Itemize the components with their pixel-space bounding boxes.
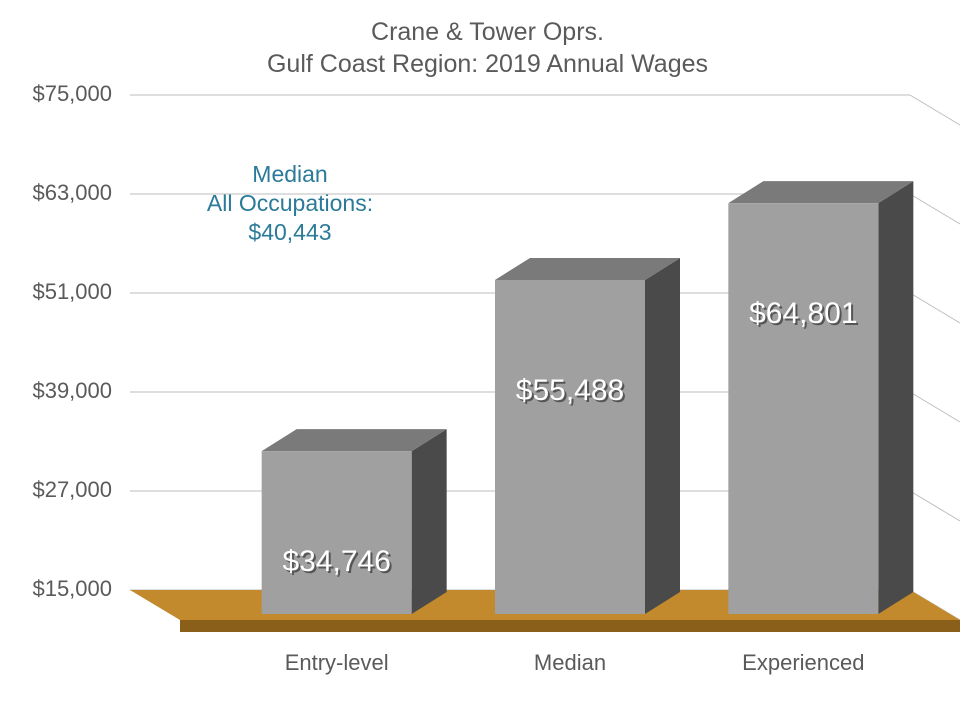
bar-value-label: $64,801 (749, 297, 857, 330)
x-axis-label: Experienced (742, 650, 864, 675)
bar-value-label: $34,746 (282, 545, 390, 578)
bar: $55,488$55,488 (495, 258, 680, 614)
x-axis-label: Median (534, 650, 606, 675)
bar: $34,746$34,746 (262, 429, 447, 614)
plot-area: $34,746$34,746 Entry-level $55,488$55,488 M… (0, 0, 975, 705)
bar: $64,801$64,801 (728, 181, 913, 614)
wages-bar-chart: Crane & Tower Oprs. Gulf Coast Region: 2… (0, 0, 975, 705)
x-axis-label: Entry-level (285, 650, 389, 675)
bar-value-label: $55,488 (516, 374, 624, 407)
floor-front (180, 620, 960, 632)
